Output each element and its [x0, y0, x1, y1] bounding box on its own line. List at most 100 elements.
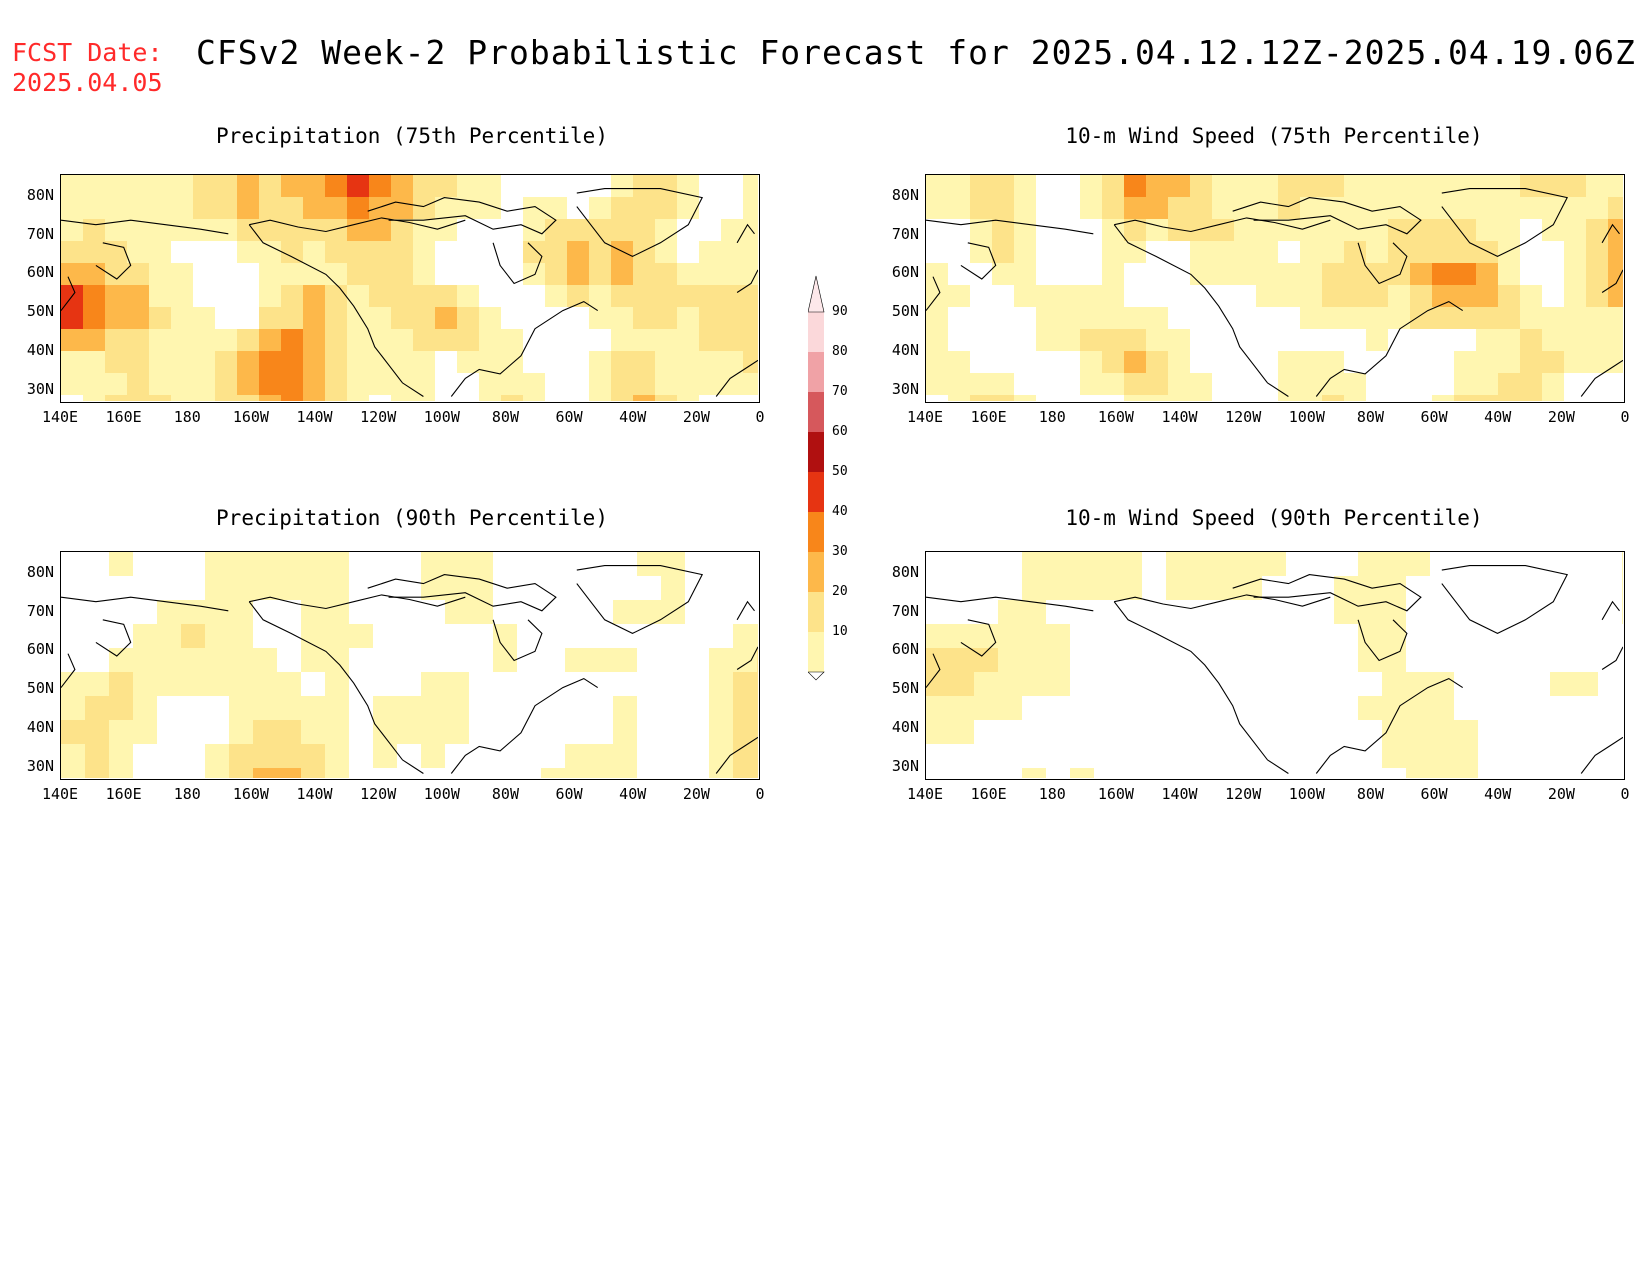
colorbar-label: 60	[832, 424, 848, 439]
coastline	[492, 619, 543, 662]
lon-label: 120W	[360, 785, 397, 803]
colorbar-swatch	[808, 312, 824, 352]
coastline	[1441, 565, 1569, 635]
lon-label: 160E	[105, 785, 142, 803]
lon-label: 20W	[682, 785, 710, 803]
panel-title-wind90: 10-m Wind Speed (90th Percentile)	[1065, 506, 1483, 530]
colorbar-label: 50	[832, 464, 848, 479]
coastline	[736, 269, 758, 293]
precip90-field	[61, 552, 758, 778]
lon-label: 100W	[423, 408, 460, 426]
lon-label: 0	[755, 408, 765, 426]
colorbar-swatch	[808, 472, 824, 512]
colorbar	[808, 275, 825, 681]
lon-label: 120W	[360, 408, 397, 426]
lat-label: 40N	[891, 718, 919, 737]
lon-label: 80W	[1356, 785, 1384, 803]
coastline	[1315, 677, 1463, 774]
coastline	[450, 300, 598, 397]
lon-label: 140E	[906, 408, 944, 426]
page-title: CFSv2 Week-2 Probabilistic Forecast for …	[196, 33, 1636, 72]
coastline	[61, 276, 76, 311]
coastline	[1357, 619, 1408, 662]
lat-label: 80N	[891, 185, 919, 204]
lat-label: 80N	[891, 562, 919, 581]
coastline	[1601, 223, 1620, 244]
lat-label: 70N	[891, 224, 919, 243]
lat-label: 50N	[26, 679, 54, 698]
coastline	[1232, 574, 1422, 612]
coastline	[1114, 594, 1331, 610]
coastline	[367, 574, 557, 612]
lat-label: 70N	[891, 601, 919, 620]
coastline	[1441, 188, 1569, 258]
colorbar-label: 30	[832, 544, 848, 559]
coastline	[715, 736, 758, 774]
lat-label: 40N	[891, 341, 919, 360]
colorbar-label: 10	[832, 624, 848, 639]
precip90-map	[60, 551, 760, 780]
coastline	[492, 242, 543, 285]
coastline	[248, 224, 424, 397]
lon-label: 160W	[232, 785, 269, 803]
lon-label: 0	[1620, 785, 1630, 803]
lon-label: 180	[173, 785, 201, 803]
wind90-map	[925, 551, 1625, 780]
coastline	[1232, 197, 1422, 235]
lon-label: 160E	[970, 408, 1007, 426]
coastline	[249, 217, 466, 233]
coastline	[926, 219, 1094, 235]
colorbar-label: 20	[832, 584, 848, 599]
colorbar-swatch	[808, 432, 824, 472]
colorbar-top-arrow	[808, 275, 825, 313]
panel-title-wind75: 10-m Wind Speed (75th Percentile)	[1065, 124, 1483, 148]
wind75-field	[926, 175, 1623, 401]
lon-label: 160E	[105, 408, 142, 426]
coastline	[736, 223, 755, 244]
lat-label: 50N	[891, 679, 919, 698]
colorbar-label: 40	[832, 504, 848, 519]
lat-label: 30N	[891, 757, 919, 776]
precip75-map	[60, 174, 760, 403]
lon-label: 20W	[682, 408, 710, 426]
colorbar-swatch	[808, 552, 824, 592]
colorbar-swatch	[808, 632, 824, 672]
coastline	[736, 646, 758, 670]
forecast-date-value: 2025.04.05	[12, 68, 163, 97]
coastline	[248, 601, 424, 774]
lat-label: 30N	[891, 380, 919, 399]
coastline	[61, 653, 76, 688]
lon-label: 160W	[1097, 785, 1134, 803]
lat-label: 30N	[26, 757, 54, 776]
lat-label: 50N	[26, 302, 54, 321]
coastline	[1357, 242, 1408, 285]
coastline	[450, 677, 598, 774]
colorbar-swatch	[808, 392, 824, 432]
coastline	[61, 219, 229, 235]
lon-label: 40W	[619, 785, 647, 803]
coastline	[1113, 601, 1289, 774]
lon-label: 180	[1038, 408, 1066, 426]
lat-label: 40N	[26, 718, 54, 737]
colorbar-label: 80	[832, 344, 848, 359]
coastline	[926, 596, 1094, 612]
wind75-map	[925, 174, 1625, 403]
lon-label: 20W	[1547, 785, 1575, 803]
lat-label: 80N	[26, 185, 54, 204]
lon-label: 40W	[1484, 785, 1512, 803]
panel-title-precip75: Precipitation (75th Percentile)	[216, 124, 608, 148]
coastline	[1114, 217, 1331, 233]
lon-label: 100W	[1288, 785, 1325, 803]
coastline	[367, 197, 557, 235]
colorbar-swatch	[808, 592, 824, 632]
panel-title-precip90: Precipitation (90th Percentile)	[216, 506, 608, 530]
coastline	[1601, 269, 1623, 293]
lon-label: 160W	[1097, 408, 1134, 426]
lon-label: 180	[173, 408, 201, 426]
lon-label: 100W	[1288, 408, 1325, 426]
forecast-date-block: FCST Date: 2025.04.05	[12, 38, 163, 98]
lat-label: 70N	[26, 601, 54, 620]
coastline	[576, 565, 704, 635]
coastline	[95, 242, 132, 280]
lat-label: 50N	[891, 302, 919, 321]
